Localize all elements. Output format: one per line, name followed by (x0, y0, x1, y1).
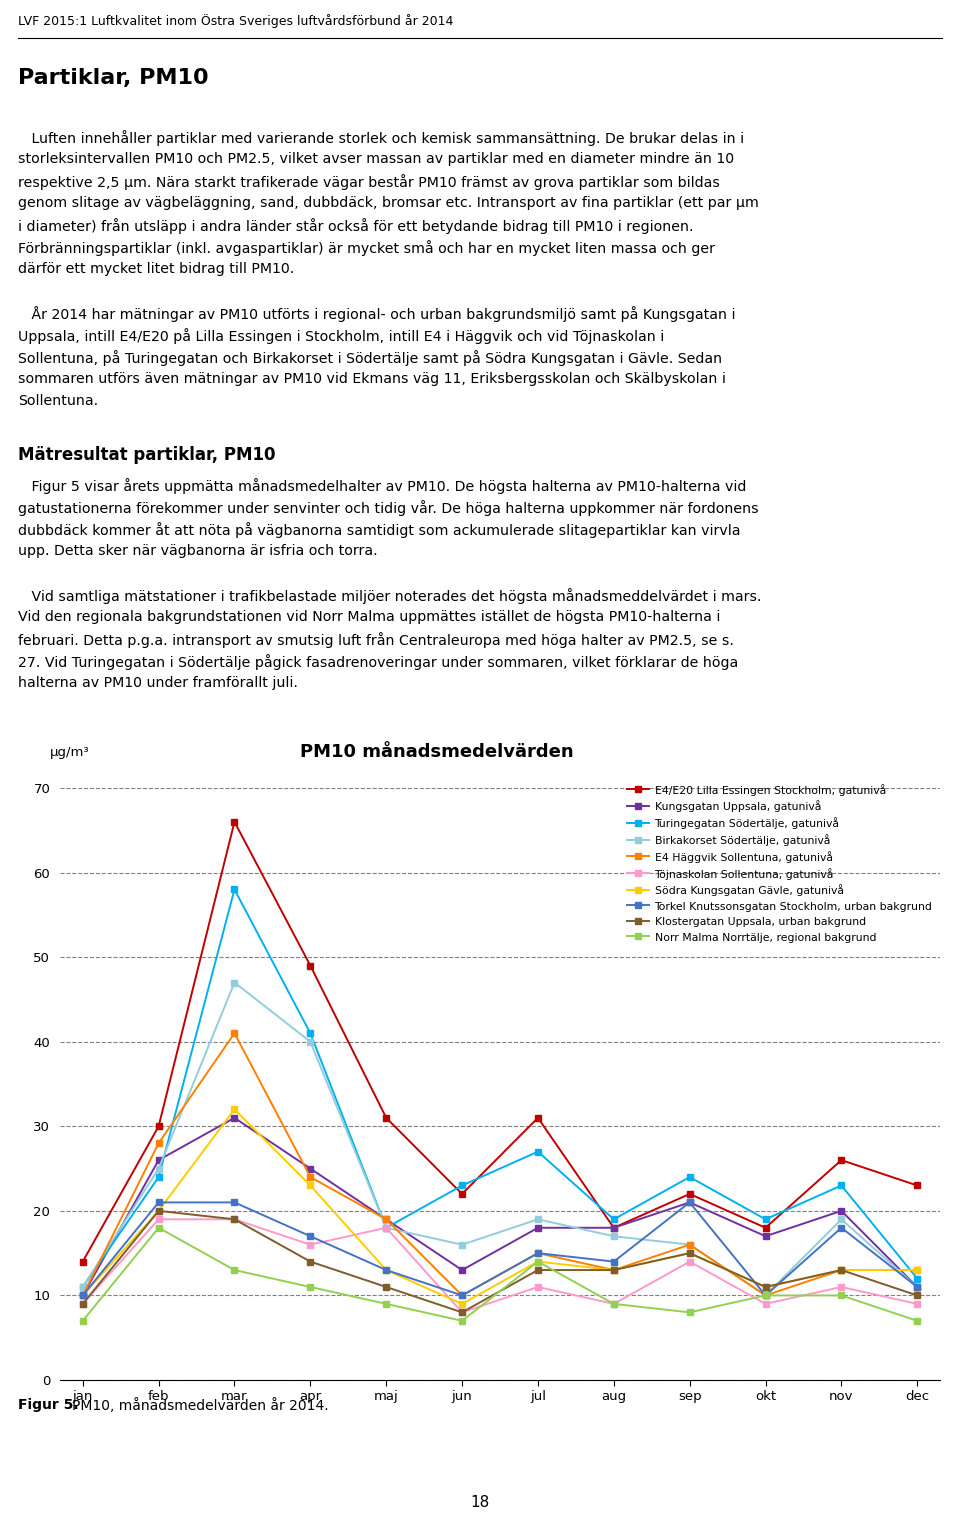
Text: halterna av PM10 under framförallt juli.: halterna av PM10 under framförallt juli. (18, 676, 298, 691)
Text: Figur 5 visar årets uppmätta månadsmedelhalter av PM10. De högsta halterna av PM: Figur 5 visar årets uppmätta månadsmedel… (18, 478, 746, 493)
Text: genom slitage av vägbeläggning, sand, dubbdäck, bromsar etc. Intransport av fin: genom slitage av vägbeläggning, sand, du… (18, 196, 758, 209)
Text: PM10 månadsmedelvärden: PM10 månadsmedelvärden (300, 742, 574, 761)
Text: Uppsala, intill E4/E20 på Lilla Essingen i Stockholm, intill E4 i Häggvik och vi: Uppsala, intill E4/E20 på Lilla Essingen… (18, 328, 664, 345)
Text: Vid den regionala bakgrundstationen vid Norr Malma uppmättes istället de högsta : Vid den regionala bakgrundstationen vid … (18, 610, 720, 624)
Text: Partiklar, PM10: Partiklar, PM10 (18, 68, 208, 88)
Text: i diameter) från utsläpp i andra länder står också för ett betydande bidrag till: i diameter) från utsläpp i andra länder … (18, 219, 693, 234)
Text: därför ett mycket litet bidrag till PM10.: därför ett mycket litet bidrag till PM10… (18, 263, 295, 276)
Text: Luften innehåller partiklar med varierande storlek och kemisk sammansättning. De: Luften innehåller partiklar med varieran… (18, 131, 744, 146)
Text: LVF 2015:1 Luftkvalitet inom Östra Sveriges luftvårdsförbund år 2014: LVF 2015:1 Luftkvalitet inom Östra Sveri… (18, 14, 453, 27)
Text: År 2014 har mätningar av PM10 utförts i regional- och urban bakgrundsmiljö samt : År 2014 har mätningar av PM10 utförts i … (18, 307, 735, 322)
Text: Vid samtliga mätstationer i trafikbelastade miljöer noterades det högsta månadsm: Vid samtliga mätstationer i trafikbelast… (18, 587, 761, 604)
Text: Figur 5.: Figur 5. (18, 1398, 79, 1412)
Text: 27. Vid Turingegatan i Södertälje pågick fasadrenoveringar under sommaren, vilke: 27. Vid Turingegatan i Södertälje pågick… (18, 654, 738, 669)
Text: Förbränningspartiklar (inkl. avgaspartiklar) är mycket små och har en mycket lit: Förbränningspartiklar (inkl. avgaspartik… (18, 240, 715, 257)
Text: Mätresultat partiklar, PM10: Mätresultat partiklar, PM10 (18, 446, 276, 465)
Text: sommaren utförs även mätningar av PM10 vid Ekmans väg 11, Eriksbergsskolan och S: sommaren utförs även mätningar av PM10 v… (18, 372, 726, 386)
Text: Sollentuna, på Turingegatan och Birkakorset i Södertälje samt på Södra Kungsgata: Sollentuna, på Turingegatan och Birkakor… (18, 351, 722, 366)
Text: upp. Detta sker när vägbanorna är isfria och torra.: upp. Detta sker när vägbanorna är isfria… (18, 543, 377, 559)
Text: respektive 2,5 μm. Nära starkt trafikerade vägar består PM10 främst av grova par: respektive 2,5 μm. Nära starkt trafikera… (18, 175, 720, 190)
Text: gatustationerna förekommer under senvinter och tidig vår. De höga halterna uppko: gatustationerna förekommer under senvint… (18, 499, 758, 516)
Legend: E4/E20 Lilla Essingen Stockholm, gatunivå, Kungsgatan Uppsala, gatunivå, Turinge: E4/E20 Lilla Essingen Stockholm, gatuniv… (625, 782, 935, 944)
Text: 18: 18 (470, 1495, 490, 1510)
Text: PM10, månadsmedelvärden år 2014.: PM10, månadsmedelvärden år 2014. (72, 1398, 328, 1413)
Text: februari. Detta p.g.a. intransport av smutsig luft från Centraleuropa med höga h: februari. Detta p.g.a. intransport av sm… (18, 631, 733, 648)
Text: dubbdäck kommer åt att nöta på vägbanorna samtidigt som ackumulerade slitagepar: dubbdäck kommer åt att nöta på vägbanor… (18, 522, 740, 537)
Text: μg/m³: μg/m³ (50, 745, 89, 759)
Text: Sollentuna.: Sollentuna. (18, 395, 98, 408)
Text: storleksintervallen PM10 och PM2.5, vilket avser massan av partiklar med en diam: storleksintervallen PM10 och PM2.5, vilk… (18, 152, 734, 165)
